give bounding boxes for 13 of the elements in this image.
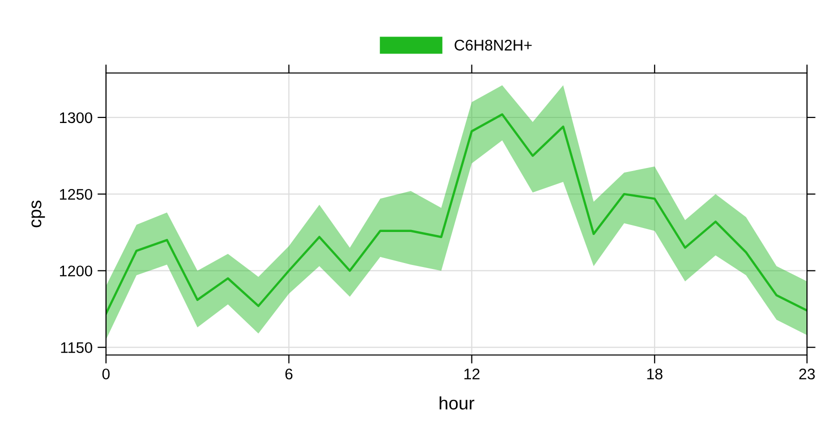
x-tick-label: 0 (102, 368, 110, 380)
y-tick-label: 1150 (61, 342, 92, 354)
x-tick-label: 18 (647, 368, 662, 380)
line-series (106, 113, 807, 315)
x-axis-title: hour (440, 396, 474, 410)
x-tick-label: 12 (464, 368, 480, 380)
legend-label: C6H8N2H+ (454, 40, 532, 51)
x-tick-label: 23 (799, 368, 815, 380)
y-tick-label: 1200 (60, 266, 92, 276)
y-axis-title: cps (31, 200, 45, 228)
x-tick-label: 6 (285, 368, 292, 380)
y-tick-label: 1250 (60, 188, 92, 200)
y-tick-label: 1300 (60, 112, 92, 124)
